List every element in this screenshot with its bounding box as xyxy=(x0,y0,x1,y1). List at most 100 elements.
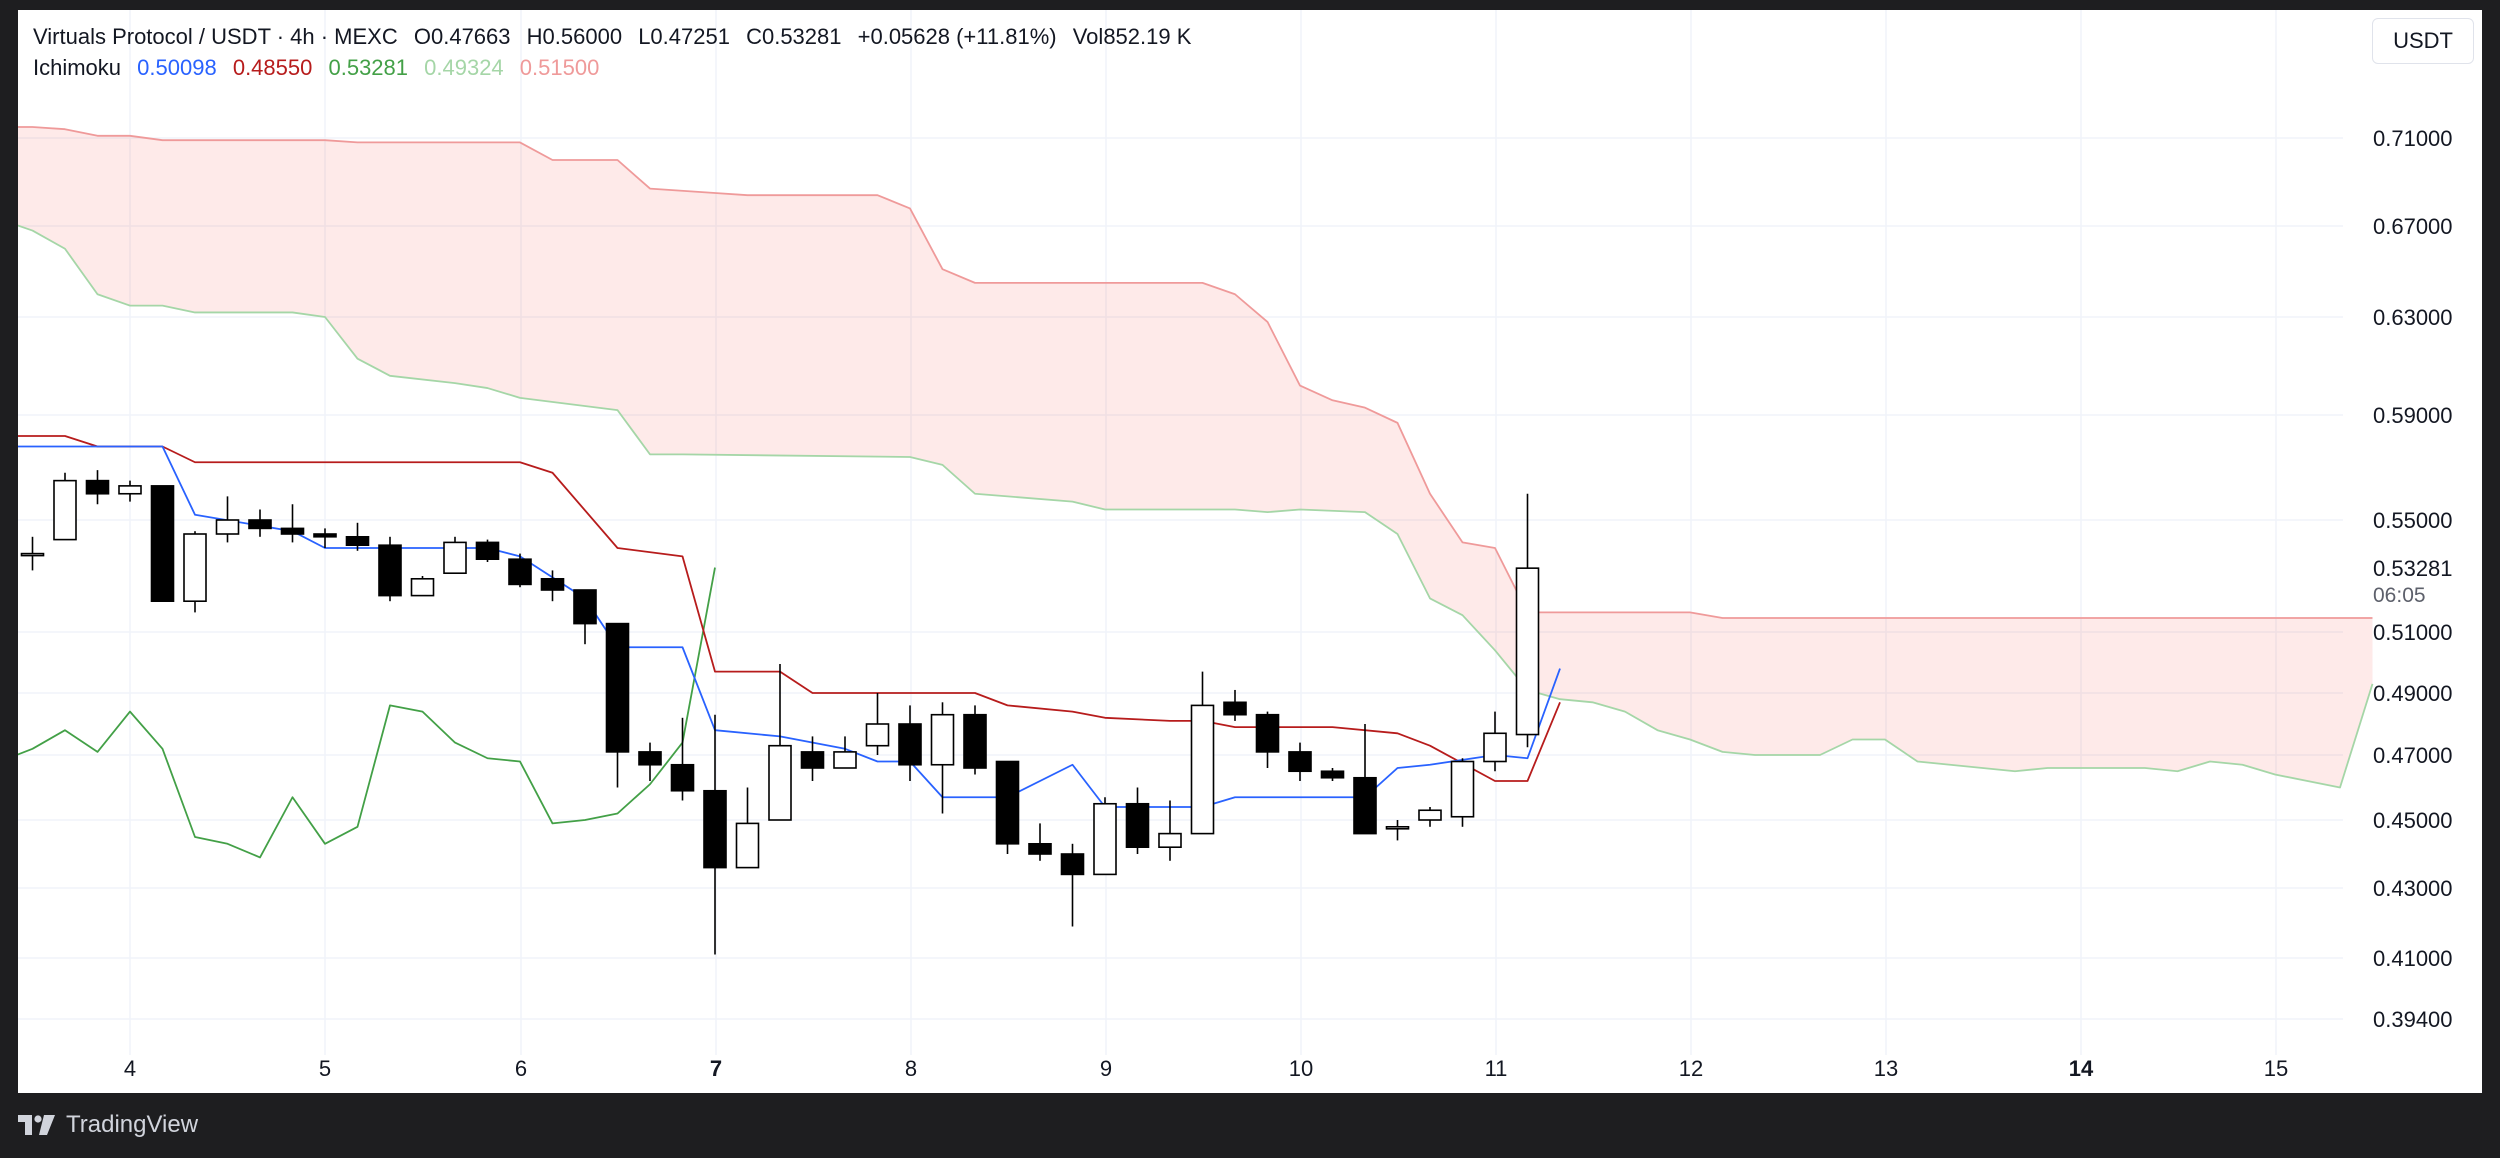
candle-up xyxy=(1093,802,1117,876)
price-tick-label: 0.59000 xyxy=(2373,403,2453,428)
candle-down xyxy=(1223,701,1247,716)
candle-up xyxy=(410,577,435,597)
candle-up xyxy=(20,552,45,557)
date-tick-label: 15 xyxy=(2264,1056,2288,1081)
candle-down xyxy=(378,544,402,597)
volume-label: Vol xyxy=(1072,24,1104,49)
open-value: O0.47663 xyxy=(413,24,511,49)
chart-canvas[interactable]: 0.39400 0.41000 0.43000 0.45000 0.47000 0.490… xyxy=(18,10,2482,1093)
candle-down xyxy=(1060,853,1085,876)
candle-up xyxy=(1450,760,1475,818)
price-tick-label: 0.63000 xyxy=(2373,305,2453,330)
candle-up xyxy=(1483,732,1507,763)
candle-up xyxy=(930,713,955,766)
symbol-legend: Virtuals Protocol / USDT · 4h · MEXC O0.… xyxy=(33,24,1201,50)
candle-down xyxy=(963,713,987,769)
candle-down xyxy=(1028,842,1052,855)
candle-down xyxy=(540,577,565,591)
candle-down xyxy=(150,485,175,602)
candle-up xyxy=(1190,704,1215,835)
volume-number: 852.19 K xyxy=(1103,24,1192,49)
chart-frame: 0.39400 0.41000 0.43000 0.45000 0.47000 0.490… xyxy=(18,10,2482,1093)
date-tick-label: 13 xyxy=(1874,1056,1898,1081)
candle-down xyxy=(703,789,727,869)
candle-up xyxy=(1515,567,1540,736)
price-tick-label: 0.51000 xyxy=(2373,620,2453,645)
candle-down xyxy=(280,527,305,535)
price-tick-label: 0.43000 xyxy=(2373,876,2453,901)
date-tick-label: 14 xyxy=(2069,1056,2094,1081)
change-value: +0.05628 (+11.81%) xyxy=(857,24,1057,49)
leading-span-b xyxy=(18,126,2373,619)
high-value: H0.56000 xyxy=(526,24,623,49)
tradingview-logo-icon xyxy=(18,1115,55,1135)
date-tick-label: 4 xyxy=(124,1056,136,1081)
lagging-span xyxy=(18,567,716,859)
indicator-name: Ichimoku xyxy=(33,55,122,80)
candle-down xyxy=(475,541,500,561)
price-tick-label: 0.71000 xyxy=(2373,126,2453,151)
price-tick-label: 0.39400 xyxy=(2373,1007,2453,1032)
candle-down xyxy=(605,622,630,753)
candle-down xyxy=(638,751,662,766)
candle-up xyxy=(183,533,207,602)
candle-down xyxy=(1320,770,1345,779)
price-tick-label: 0.41000 xyxy=(2373,946,2453,971)
countdown-label: 06:05 xyxy=(2373,584,2426,607)
date-tick-label: 6 xyxy=(515,1056,527,1081)
footer: TradingView xyxy=(18,1093,2482,1158)
last-price-label: 0.53281 xyxy=(2373,556,2453,581)
low-value: L0.47251 xyxy=(638,24,730,49)
ichimoku-value: 0.53281 xyxy=(328,55,409,80)
ichimoku-value: 0.49324 xyxy=(424,55,504,80)
ichimoku-value: 0.50098 xyxy=(137,55,217,80)
date-tick-label: 11 xyxy=(1485,1056,1508,1081)
candle-down xyxy=(345,535,370,546)
candle-down xyxy=(995,760,1020,845)
candle-down xyxy=(573,589,597,625)
price-tick-label: 0.47000 xyxy=(2373,743,2453,768)
price-tick-label: 0.67000 xyxy=(2373,214,2453,239)
symbol-label: Virtuals Protocol / USDT · 4h · MEXC xyxy=(33,24,398,49)
price-tick-label: 0.49000 xyxy=(2373,681,2453,706)
candle-down xyxy=(800,751,825,769)
cloud-fill xyxy=(18,127,2373,788)
candle-up xyxy=(865,723,890,747)
close-value: C0.53281 xyxy=(746,24,842,49)
base-line xyxy=(18,435,1561,782)
candle-up xyxy=(735,822,760,869)
price-axis[interactable]: 0.39400 0.41000 0.43000 0.45000 0.47000 0.490… xyxy=(2373,126,2453,1032)
candle-up xyxy=(1418,809,1442,821)
candle-down xyxy=(313,533,337,538)
candle-down xyxy=(670,763,695,792)
candle-down xyxy=(1353,776,1377,835)
candle-down xyxy=(508,558,532,586)
ichimoku-lines xyxy=(18,126,2374,859)
ichimoku-value: 0.48550 xyxy=(232,55,313,80)
date-tick-label: 10 xyxy=(1289,1056,1313,1081)
candle-up xyxy=(443,541,467,575)
leading-span-a xyxy=(18,224,2374,789)
volume-value: Vol852.19 K xyxy=(1073,24,1192,49)
candle-down xyxy=(1288,751,1312,773)
candle-down xyxy=(1255,713,1280,753)
candle-down xyxy=(1125,802,1150,849)
candle-down xyxy=(85,479,110,495)
candle-up xyxy=(53,479,77,541)
tradingview-brand: TradingView xyxy=(66,1111,199,1138)
ichimoku-value: 0.51500 xyxy=(519,55,600,80)
price-tick-label: 0.45000 xyxy=(2373,808,2453,833)
time-axis[interactable]: 4 5 6 7 8 9 10 11 12 13 14 15 xyxy=(124,1056,2288,1081)
candle-down xyxy=(898,723,922,766)
price-tick-label: 0.55000 xyxy=(2373,508,2453,533)
ichimoku-cloud xyxy=(18,127,2373,788)
currency-button[interactable]: USDT xyxy=(2372,18,2474,64)
candle-up xyxy=(215,519,240,535)
tradingview-logo[interactable]: TradingView xyxy=(18,1111,198,1139)
date-tick-label: 12 xyxy=(1679,1056,1703,1081)
date-tick-label: 8 xyxy=(905,1056,917,1081)
date-tick-label: 9 xyxy=(1100,1056,1112,1081)
candle-up xyxy=(1158,832,1182,848)
date-tick-label: 5 xyxy=(319,1056,331,1081)
candle-up xyxy=(833,751,857,769)
